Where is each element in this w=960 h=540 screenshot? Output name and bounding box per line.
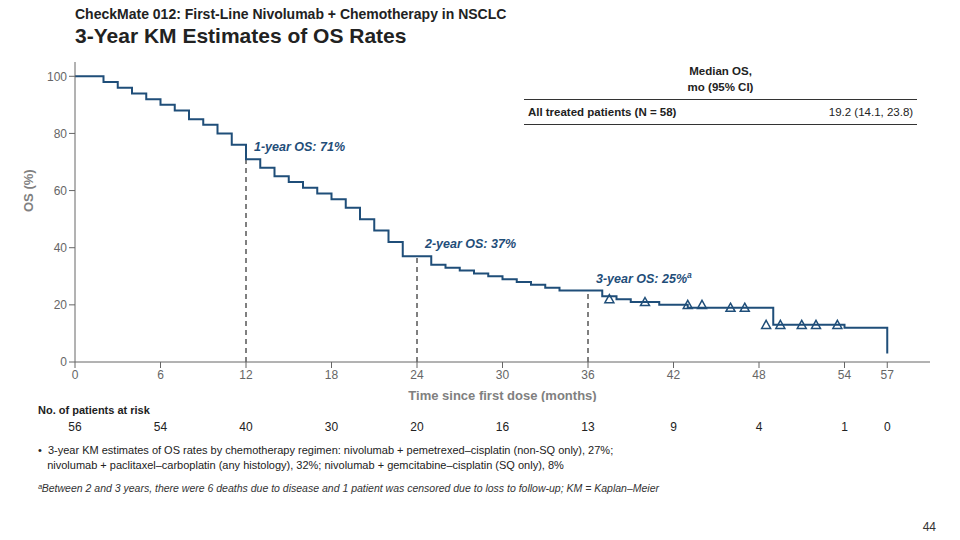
html-text:ᵃBetween 2 and 3 years, there: ᵃBetween 2 and 3 years, there were 6 dea… [38, 482, 659, 494]
svg-text:20: 20 [54, 298, 68, 312]
html-text:13: 13 [581, 420, 595, 434]
html-text:54: 54 [153, 420, 168, 434]
html-text:CheckMate 012: First-Line Nivo: CheckMate 012: First-Line Nivolumab + Ch… [75, 6, 507, 22]
svg-text:40: 40 [54, 241, 68, 255]
svg-text:42: 42 [667, 368, 681, 382]
svg-text:2-year OS: 37%: 2-year OS: 37% [424, 237, 516, 251]
svg-text:24: 24 [410, 368, 424, 382]
svg-text:48: 48 [752, 368, 766, 382]
html-text:30: 30 [324, 420, 339, 434]
svg-text:54: 54 [838, 368, 852, 382]
html-text:4: 4 [755, 420, 763, 434]
svg-text:57: 57 [881, 368, 895, 382]
html-text:1: 1 [841, 420, 848, 434]
html-text:Median OS, mo (95% CI): Median OS, mo (95% CI) [687, 65, 754, 93]
svg-text:36: 36 [581, 368, 595, 382]
svg-text:18: 18 [325, 368, 339, 382]
html-text:No. of patients at risk: No. of patients at risk [38, 404, 150, 416]
svg-text:0: 0 [60, 355, 67, 369]
svg-text:30: 30 [496, 368, 510, 382]
html-text:56: 56 [68, 420, 82, 434]
html-text:44: 44 [922, 520, 936, 534]
html-text:3-Year KM Estimates of OS Rate: 3-Year KM Estimates of OS Rates [75, 24, 407, 47]
html-text:9: 9 [670, 420, 677, 434]
svg-text:80: 80 [54, 127, 68, 141]
html-text:40: 40 [239, 420, 253, 434]
svg-text:0: 0 [72, 368, 79, 382]
svg-text:3-year OS: 25%a: 3-year OS: 25%a [596, 270, 692, 286]
html-text:20: 20 [410, 420, 424, 434]
svg-text:60: 60 [54, 184, 68, 198]
html-text:16: 16 [495, 420, 510, 434]
html-text:All treated patients (N = 58): All treated patients (N = 58) [527, 106, 677, 118]
svg-text:Time since first dose (months): Time since first dose (months) [408, 388, 596, 402]
svg-text:100: 100 [47, 70, 67, 84]
svg-text:1-year OS: 71%: 1-year OS: 71% [254, 140, 345, 154]
html-text:19.2 (14.1, 23.8): 19.2 (14.1, 23.8) [828, 106, 914, 118]
html-text:• 3-year KM estimates of OS ra: • 3-year KM estimates of OS rates by che… [38, 444, 614, 456]
html-text:nivolumab + paclitaxel–carbopl: nivolumab + paclitaxel–carboplatin (any … [38, 459, 564, 471]
svg-text:12: 12 [239, 368, 253, 382]
svg-text:6: 6 [157, 368, 164, 382]
svg-text:OS (%): OS (%) [21, 169, 36, 212]
html-text:0: 0 [883, 420, 891, 434]
